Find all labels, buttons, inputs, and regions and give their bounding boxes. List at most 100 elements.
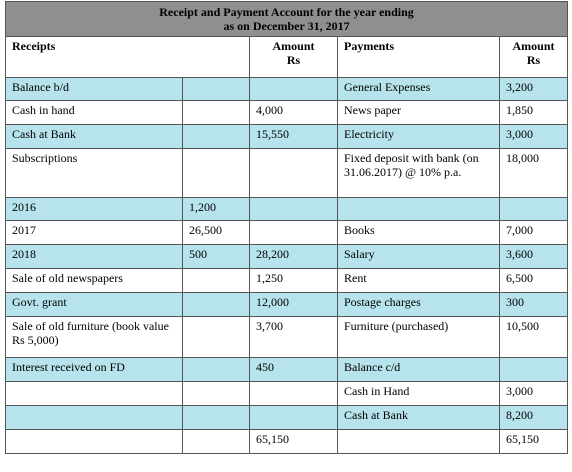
payment-cell: Postage charges [337, 292, 500, 317]
table-row: Sale of old furniture (book value Rs 5,0… [5, 316, 569, 358]
pay-amount-cell: 8,200 [498, 405, 569, 430]
amount-cell: 15,550 [249, 124, 338, 149]
pay-amount-cell: 3,000 [498, 381, 569, 406]
sub-cell: 1,200 [182, 197, 250, 221]
table-row: Subscriptions Fixed deposit with bank (on… [5, 148, 569, 198]
sub-cell [182, 405, 250, 430]
payment-cell [337, 197, 500, 221]
header-line: Amount [272, 39, 315, 53]
receipt-cell: Balance b/d [5, 77, 183, 101]
amount-cell: 65,150 [249, 429, 338, 454]
receipt-cell: Cash at Bank [5, 124, 183, 149]
payment-cell [337, 429, 500, 454]
pay-amount-cell: 65,150 [498, 429, 569, 454]
header-cell: Receipts [5, 36, 250, 78]
amount-cell: 3,700 [249, 316, 338, 358]
payment-cell: Furniture (purchased) [337, 316, 500, 358]
receipt-cell: Sale of old furniture (book value Rs 5,0… [5, 316, 183, 358]
receipt-cell: Sale of old newspapers [5, 268, 183, 293]
sub-cell [182, 148, 250, 198]
title-line: as on December 31, 2017 [223, 19, 350, 33]
receipt-payment-table: Receipt and Payment Account for the year… [4, 1, 569, 454]
payment-cell: Books [337, 220, 500, 245]
amount-cell [249, 148, 338, 198]
payment-cell: Salary [337, 244, 500, 269]
header-line: Amount [512, 39, 555, 53]
table-row: Cash at Bank 8,200 [5, 405, 569, 430]
amount-cell: 28,200 [249, 244, 338, 269]
pay-amount-cell [498, 197, 569, 221]
sub-cell [182, 77, 250, 101]
amount-cell [249, 77, 338, 101]
amount-cell: 450 [249, 357, 338, 382]
pay-amount-cell: 18,000 [498, 148, 569, 198]
amount-cell: 12,000 [249, 292, 338, 317]
sub-cell [182, 381, 250, 406]
payment-cell: Cash at Bank [337, 405, 500, 430]
amount-cell [249, 381, 338, 406]
header-row: Receipts Amount Rs Payments Amount Rs [5, 36, 569, 78]
payment-cell: Cash in Hand [337, 381, 500, 406]
table-row: Balance b/d General Expenses 3,200 [5, 77, 569, 101]
sub-cell [182, 429, 250, 454]
pay-amount-cell [498, 357, 569, 382]
header-cell: Payments [337, 36, 500, 78]
table-row: 65,150 65,150 [5, 429, 569, 454]
pay-amount-cell: 3,600 [498, 244, 569, 269]
receipt-cell: 2016 [5, 197, 183, 221]
pay-amount-cell: 6,500 [498, 268, 569, 293]
sub-cell [182, 100, 250, 125]
title-line: Receipt and Payment Account for the year… [159, 5, 414, 19]
header-cell: Amount Rs [249, 36, 338, 78]
pay-amount-cell: 7,000 [498, 220, 569, 245]
receipt-cell [5, 429, 183, 454]
receipt-cell: 2018 [5, 244, 183, 269]
amount-cell: 1,250 [249, 268, 338, 293]
sub-cell [182, 124, 250, 149]
receipt-cell [5, 381, 183, 406]
pay-amount-cell: 10,500 [498, 316, 569, 358]
sub-cell: 500 [182, 244, 250, 269]
pay-amount-cell: 300 [498, 292, 569, 317]
amount-cell: 4,000 [249, 100, 338, 125]
title: Receipt and Payment Account for the year… [4, 1, 569, 37]
payment-cell: General Expenses [337, 77, 500, 101]
table-row: Sale of old newspapers 1,250 Rent 6,500 [5, 268, 569, 293]
table-row: Cash in Hand 3,000 [5, 381, 569, 406]
payment-cell: Fixed deposit with bank (on 31.06.2017) … [337, 148, 500, 198]
table-row: Interest received on FD 450 Balance c/d [5, 357, 569, 382]
amount-cell [249, 405, 338, 430]
pay-amount-cell: 3,000 [498, 124, 569, 149]
sub-cell [182, 357, 250, 382]
receipt-cell [5, 405, 183, 430]
table-row: Cash in hand 4,000 News paper 1,850 [5, 100, 569, 125]
receipt-cell: 2017 [5, 220, 183, 245]
sub-cell [182, 292, 250, 317]
title-row: Receipt and Payment Account for the year… [4, 1, 569, 37]
table-body: Balance b/d General Expenses 3,200 Cash in … [5, 77, 569, 454]
header-line: Rs [526, 53, 541, 67]
header-cell: Amount Rs [498, 36, 569, 78]
payment-cell: News paper [337, 100, 500, 125]
sub-cell: 26,500 [182, 220, 250, 245]
receipt-cell: Cash in hand [5, 100, 183, 125]
receipt-cell: Interest received on FD [5, 357, 183, 382]
amount-cell [249, 220, 338, 245]
pay-amount-cell: 1,850 [498, 100, 569, 125]
payment-cell: Balance c/d [337, 357, 500, 382]
receipt-cell: Subscriptions [5, 148, 183, 198]
table-row: Govt. grant 12,000 Postage charges 300 [5, 292, 569, 317]
sub-cell [182, 316, 250, 358]
payment-cell: Electricity [337, 124, 500, 149]
table-row: 2018 500 28,200 Salary 3,600 [5, 244, 569, 269]
payment-cell: Rent [337, 268, 500, 293]
receipt-cell: Govt. grant [5, 292, 183, 317]
table-row: Cash at Bank 15,550 Electricity 3,000 [5, 124, 569, 149]
header-line: Rs [286, 53, 301, 67]
table-row: 2017 26,500 Books 7,000 [5, 220, 569, 245]
sub-cell [182, 268, 250, 293]
pay-amount-cell: 3,200 [498, 77, 569, 101]
table-row: 2016 1,200 [5, 197, 569, 221]
amount-cell [249, 197, 338, 221]
